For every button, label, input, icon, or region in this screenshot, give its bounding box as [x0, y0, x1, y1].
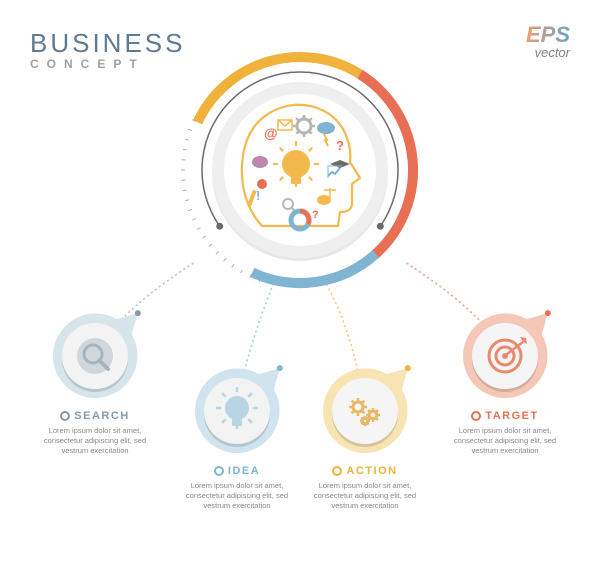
item-body-search: Lorem ipsum dolor sit amet, consectetur … [30, 426, 160, 456]
action-drop-icon [300, 345, 430, 457]
item-label: ACTION [346, 465, 397, 477]
eps-logo: EPS vector [526, 22, 570, 60]
svg-text:@: @ [264, 125, 278, 141]
svg-text:?: ? [312, 209, 319, 221]
item-search: SEARCH Lorem ipsum dolor sit amet, consec… [30, 290, 160, 456]
item-label: SEARCH [74, 410, 129, 422]
item-body-idea: Lorem ipsum dolor sit amet, consectetur … [172, 481, 302, 511]
items-row: SEARCH Lorem ipsum dolor sit amet, consec… [0, 320, 600, 570]
svg-text:?: ? [336, 138, 344, 153]
item-body-target: Lorem ipsum dolor sit amet, consectetur … [440, 426, 570, 456]
item-title-action: ACTION [300, 465, 430, 477]
item-action: ACTION Lorem ipsum dolor sit amet, consec… [300, 345, 430, 511]
bullet-icon [332, 466, 342, 476]
logo-top: EPS [526, 22, 570, 47]
item-title-idea: IDEA [172, 465, 302, 477]
bullet-icon [214, 466, 224, 476]
item-title-search: SEARCH [30, 410, 160, 422]
target-drop-icon [440, 290, 570, 402]
item-label: IDEA [228, 465, 260, 477]
item-title-target: TARGET [440, 410, 570, 422]
title-main: BUSINESS [30, 28, 186, 59]
bullet-icon [60, 411, 70, 421]
logo-bottom: vector [526, 45, 570, 60]
bullet-icon [471, 411, 481, 421]
center-graphic: @?!? [178, 48, 422, 292]
item-target: TARGET Lorem ipsum dolor sit amet, consec… [440, 290, 570, 456]
search-drop-icon [30, 290, 160, 402]
svg-text:!: ! [256, 188, 260, 203]
header-title-block: BUSINESS CONCEPT [30, 28, 186, 71]
idea-drop-icon [172, 345, 302, 457]
item-idea: IDEA Lorem ipsum dolor sit amet, consecte… [172, 345, 302, 511]
item-body-action: Lorem ipsum dolor sit amet, consectetur … [300, 481, 430, 511]
item-label: TARGET [485, 410, 538, 422]
title-sub: CONCEPT [30, 57, 186, 71]
